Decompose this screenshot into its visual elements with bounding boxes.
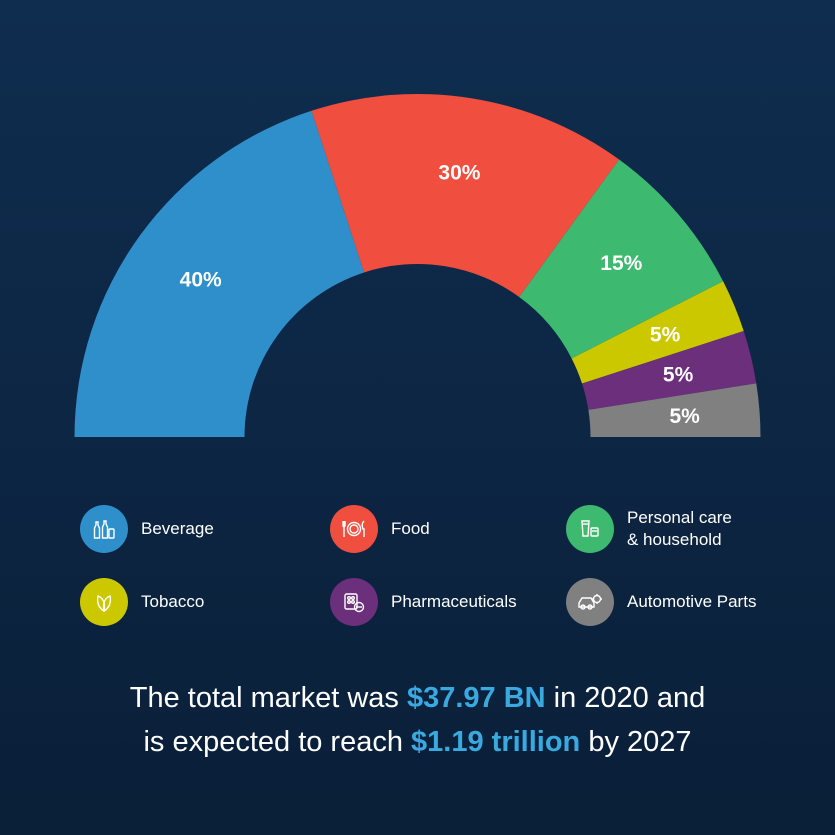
bottles-icon xyxy=(80,505,128,553)
toiletries-icon xyxy=(566,505,614,553)
semi-donut-chart: 40% 30% 15% 5% 5% 5% xyxy=(74,94,761,438)
slice-label: 15% xyxy=(600,252,642,275)
market-value-2027: $1.19 trillion xyxy=(411,726,581,758)
summary-line-2: is expected to reach $1.19 trillion by 2… xyxy=(0,720,835,764)
slice-label: 5% xyxy=(650,323,681,346)
summary-text: is expected to reach xyxy=(143,726,412,758)
summary-text: by 2027 xyxy=(580,726,692,758)
summary-text: The total market was xyxy=(129,682,407,714)
legend-item-food: Food xyxy=(330,505,430,553)
car-gear-icon xyxy=(566,578,614,626)
slice-food xyxy=(311,94,620,298)
slice-label: 40% xyxy=(180,268,222,291)
legend-item-pharmaceuticals: Pharmaceuticals xyxy=(330,578,517,626)
legend-label: Automotive Parts xyxy=(627,592,757,611)
legend-label: Food xyxy=(391,519,430,538)
summary-line-1: The total market was $37.97 BN in 2020 a… xyxy=(0,676,835,720)
slice-label: 30% xyxy=(438,161,480,184)
slice-beverage xyxy=(74,110,365,438)
slice-tobacco xyxy=(571,281,744,384)
market-summary: The total market was $37.97 BN in 2020 a… xyxy=(0,676,835,764)
market-value-2020: $37.97 BN xyxy=(406,682,546,714)
slice-personal-care-household xyxy=(519,159,724,359)
pills-icon xyxy=(330,578,378,626)
slice-label: 5% xyxy=(663,363,694,386)
plate-cutlery-icon xyxy=(330,505,378,553)
slice-label: 5% xyxy=(669,405,700,428)
slice-pharmaceuticals xyxy=(582,331,757,410)
legend-label: Beverage xyxy=(141,519,214,538)
leaves-icon xyxy=(80,578,128,626)
legend-item-tobacco: Tobacco xyxy=(80,578,204,626)
legend-label: Personal care & household xyxy=(627,508,732,549)
slice-automotive-parts xyxy=(588,383,761,437)
legend-label: Pharmaceuticals xyxy=(391,592,517,611)
summary-text: in 2020 and xyxy=(545,682,706,714)
legend-item-beverage: Beverage xyxy=(80,505,214,553)
legend-item-automotive-parts: Automotive Parts xyxy=(566,578,756,626)
legend-item-personal-care: Personal care & household xyxy=(566,505,732,553)
legend-label: Tobacco xyxy=(141,592,205,611)
